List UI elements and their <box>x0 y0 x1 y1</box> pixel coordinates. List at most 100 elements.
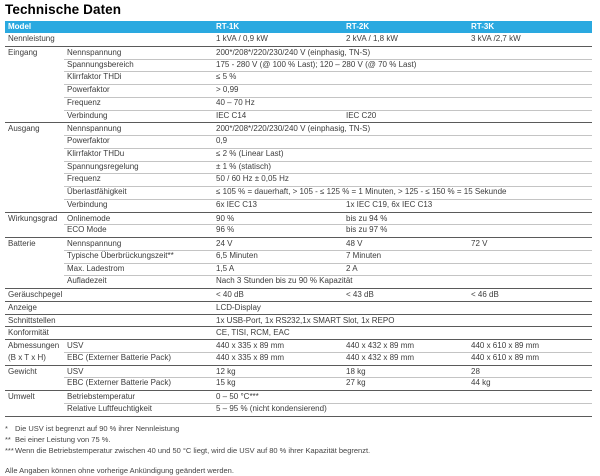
row-value: 1 kVA / 0,9 kW <box>216 34 268 43</box>
row-value: 2 A <box>346 263 358 273</box>
table-row: Umwelt Betriebstemperatur 0 – 50 °C*** <box>5 390 592 403</box>
row-value: ± 1 % (statisch) <box>216 161 272 171</box>
row-spec-label: Powerfaktor <box>67 136 110 145</box>
table-row: (B x T x H) EBC (Externer Batterie Pack) 4… <box>5 351 592 365</box>
row-value: 5 – 95 % (nicht kondensierend) <box>216 403 327 413</box>
row-group-label: Anzeige <box>8 302 37 312</box>
footnote: *** Wenn die Betriebstemperatur zwischen… <box>5 445 600 456</box>
row-value: 72 V <box>471 239 488 248</box>
table-row: Nennleistung 1 kVA / 0,9 kW 2 kVA / 1,8 kW… <box>5 33 592 46</box>
row-spec-label: ECO Mode <box>67 225 107 235</box>
row-value: 200*/208*/220/230/240 V (einphasig, TN-S… <box>216 47 371 57</box>
row-value: 12 kg <box>216 366 236 376</box>
row-spec-label: EBC (Externer Batterie Pack) <box>67 352 172 362</box>
row-value: 440 x 610 x 89 mm <box>471 352 540 362</box>
table-row: Ausgang Nennspannung 200*/208*/220/230/240… <box>5 122 592 135</box>
row-group-label: Ausgang <box>8 124 40 134</box>
row-value: 27 kg <box>346 378 366 388</box>
table-row: Abmessungen USV 440 x 335 x 89 mm 440 x 432… <box>5 339 592 352</box>
row-value: 1x USB-Port, 1x RS232,1x SMART Slot, 1x … <box>216 315 395 325</box>
row-spec-label: Aufladezeit <box>67 276 107 286</box>
table-row: Batterie Nennspannung 24 V 48 V 72 V <box>5 237 592 250</box>
table-row: Verbindung IEC C14 IEC C20 <box>5 109 592 123</box>
row-group-label: Wirkungsgrad <box>8 213 58 223</box>
row-value: 18 kg <box>346 366 366 376</box>
row-spec-label: Nennspannung <box>67 239 122 248</box>
row-value: IEC C20 <box>346 110 377 120</box>
table-row: Schnittstellen 1x USB-Port, 1x RS232,1x S… <box>5 313 592 327</box>
row-group-label <box>5 135 64 148</box>
row-spec-label: Frequenz <box>67 97 101 107</box>
row-group-label <box>5 199 64 212</box>
table-row: Relative Luftfeuchtigkeit 5 – 95 % (nicht… <box>5 402 592 416</box>
row-group-label: Abmessungen <box>8 341 60 350</box>
table-row: Max. Ladestrom 1,5 A 2 A <box>5 262 592 276</box>
table-row: Überlastfähigkeit ≤ 105 % = dauerhaft, > … <box>5 186 592 199</box>
row-value: 1x IEC C19, 6x IEC C13 <box>346 199 433 209</box>
row-value: 440 x 335 x 89 mm <box>216 352 285 362</box>
row-value: 0 – 50 °C*** <box>216 392 259 401</box>
row-spec-label: Verbindung <box>67 110 108 120</box>
row-group-label: Konformität <box>8 328 49 338</box>
spec-table-body: Nennleistung 1 kVA / 0,9 kW 2 kVA / 1,8 kW… <box>5 33 592 416</box>
row-spec-label: Überlastfähigkeit <box>67 187 127 196</box>
row-value: 440 x 432 x 89 mm <box>346 341 415 350</box>
row-value: 0,9 <box>216 136 228 145</box>
row-spec-label: Verbindung <box>67 199 108 209</box>
row-value: > 0,99 <box>216 85 239 94</box>
table-row: Powerfaktor > 0,99 <box>5 84 592 97</box>
table-row: Frequenz 50 / 60 Hz ± 0,05 Hz <box>5 173 592 186</box>
row-value: 3 kVA /2,7 kW <box>471 34 521 43</box>
row-spec-label: EBC (Externer Batterie Pack) <box>67 378 172 388</box>
table-row: Powerfaktor 0,9 <box>5 135 592 148</box>
table-row: Spannungsbereich 175 - 280 V (@ 100 % Las… <box>5 58 592 72</box>
table-row: Klirrfaktor THDu ≤ 2 % (Linear Last) <box>5 147 592 161</box>
row-value: 90 % <box>216 213 235 223</box>
row-spec-label: USV <box>67 366 84 376</box>
row-value: ≤ 105 % = dauerhaft, > 105 - ≤ 125 % = 1… <box>216 187 507 196</box>
table-row: EBC (Externer Batterie Pack) 15 kg 27 kg 44… <box>5 377 592 390</box>
row-value: 6,5 Minuten <box>216 250 258 260</box>
header-column-rt2k: RT-2K <box>346 22 370 31</box>
row-value: 40 – 70 Hz <box>216 97 255 107</box>
header-column-rt1k: RT-1K <box>216 22 240 31</box>
row-group-label <box>5 71 64 84</box>
table-row: Frequenz 40 – 70 Hz <box>5 96 592 110</box>
table-row: Geräuschpegel < 40 dB < 43 dB < 46 dB <box>5 288 592 301</box>
row-group-label: Eingang <box>8 47 38 57</box>
row-value: 175 - 280 V (@ 100 % Last); 120 – 280 V … <box>216 59 417 69</box>
footnote-text: Bei einer Leistung von 75 %. <box>15 434 111 444</box>
table-row: Typische Überbrückungszeit** 6,5 Minuten 7… <box>5 249 592 263</box>
row-value: 50 / 60 Hz ± 0,05 Hz <box>216 174 289 184</box>
table-row: Klirrfaktor THDi ≤ 5 % <box>5 71 592 84</box>
row-spec-label: Betriebstemperatur <box>67 392 136 401</box>
row-group-label <box>5 263 64 276</box>
row-value: < 40 dB <box>216 290 244 299</box>
row-value: 15 kg <box>216 378 236 388</box>
row-group-label <box>5 224 64 237</box>
row-spec-label: Nennspannung <box>67 47 122 57</box>
row-group-label <box>5 275 64 288</box>
row-value: 48 V <box>346 239 363 248</box>
row-group-label: Umwelt <box>8 392 35 401</box>
row-spec-label: Spannungsregelung <box>67 161 139 171</box>
footnote-marker: * <box>5 423 8 433</box>
row-value: 6x IEC C13 <box>216 199 257 209</box>
header-model-label: Model <box>8 22 32 31</box>
table-row: Eingang Nennspannung 200*/208*/220/230/240… <box>5 45 592 59</box>
row-group-label: Geräuschpegel <box>8 290 63 299</box>
footnote-marker: *** <box>5 445 14 455</box>
row-group-label: (B x T x H) <box>8 352 46 362</box>
row-value: 44 kg <box>471 378 491 388</box>
row-group-label <box>5 403 64 416</box>
header-column-rt3k: RT-3K <box>471 22 495 31</box>
page-title: Technische Daten <box>5 2 122 17</box>
row-value: 200*/208*/220/230/240 V (einphasig, TN-S… <box>216 124 371 134</box>
row-value: 96 % <box>216 225 235 235</box>
footnotes: * Die USV ist begrenzt auf 90 % ihrer Ne… <box>5 423 600 456</box>
row-value: ≤ 2 % (Linear Last) <box>216 148 284 158</box>
row-value: 1,5 A <box>216 263 235 273</box>
table-row: Wirkungsgrad Onlinemode 90 % bis zu 94 % <box>5 211 592 225</box>
row-value: < 43 dB <box>346 290 374 299</box>
row-spec-label: Max. Ladestrom <box>67 263 125 273</box>
